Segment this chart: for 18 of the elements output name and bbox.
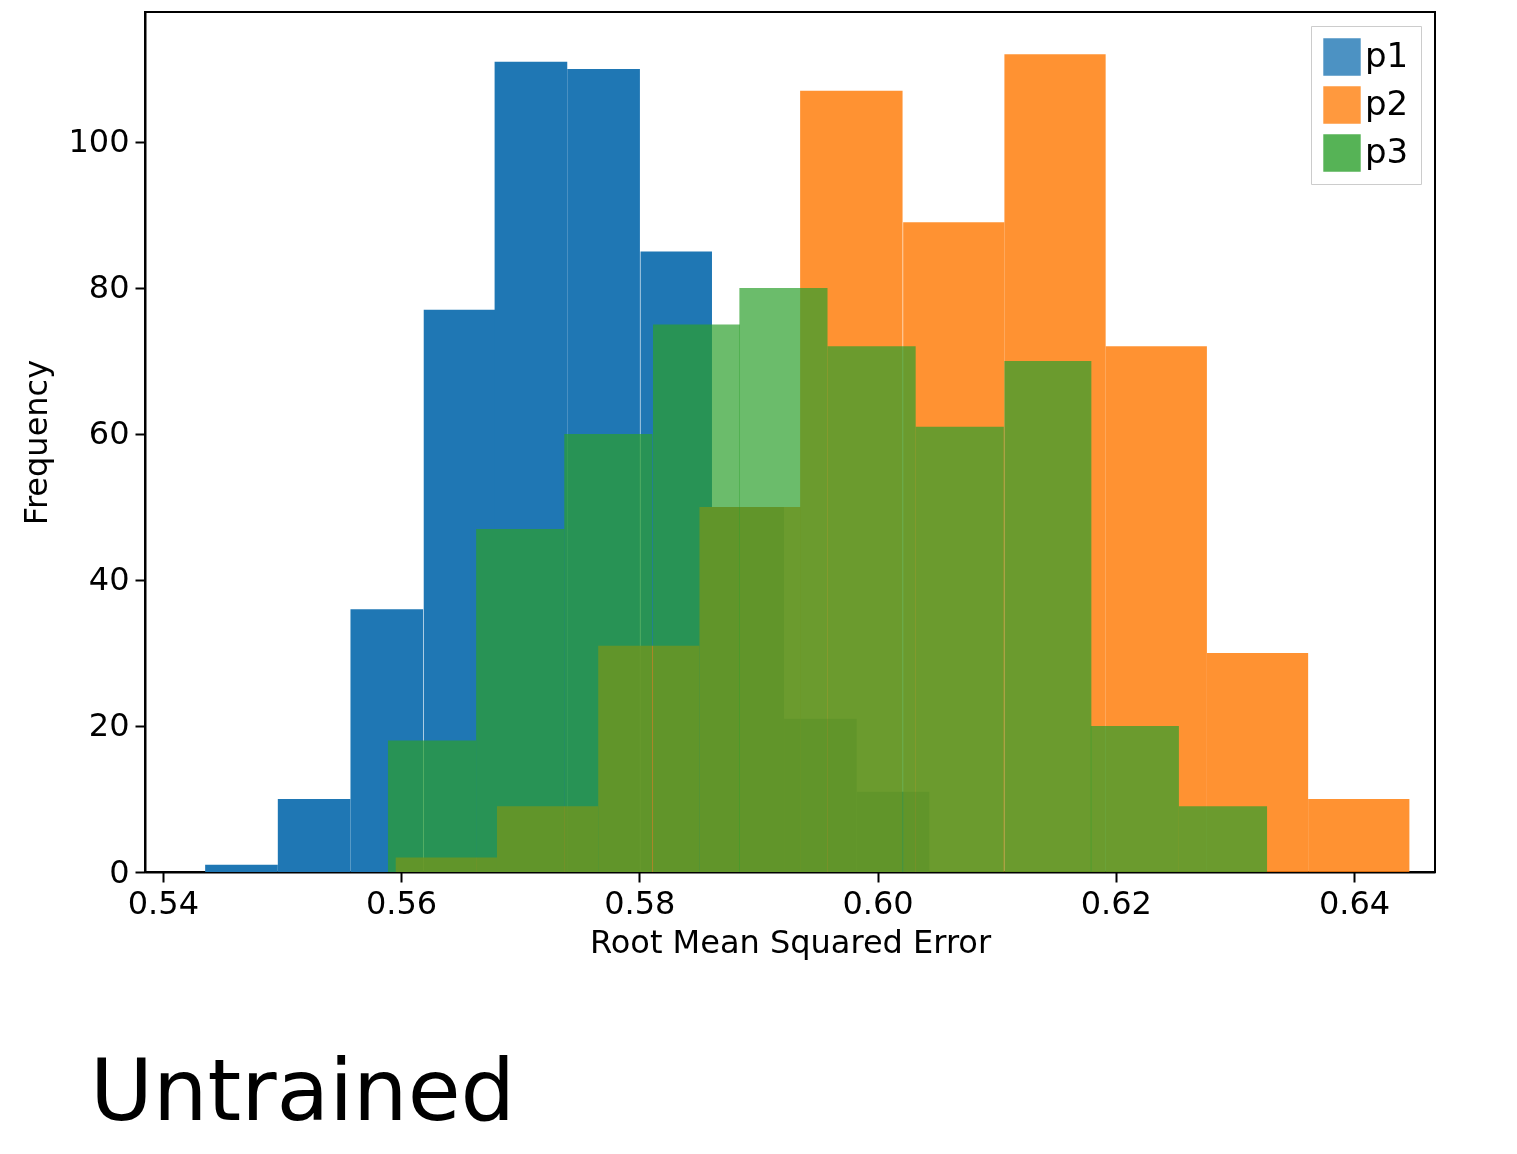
x-tick-label: 0.58 xyxy=(604,883,676,922)
y-tick-label: 0 xyxy=(109,852,130,891)
y-axis-title: Frequency xyxy=(17,359,56,526)
x-tick-label: 0.56 xyxy=(365,883,438,922)
y-tick-label: 80 xyxy=(88,268,130,307)
x-tick-label: 0.54 xyxy=(127,883,199,922)
legend-label: p2 xyxy=(1365,83,1409,123)
text: Untrained xyxy=(90,1040,516,1140)
y-tick-label: 60 xyxy=(88,414,130,453)
legend-label: p1 xyxy=(1365,35,1409,75)
x-axis-title: Root Mean Squared Error xyxy=(589,922,992,961)
y-tick-label: 40 xyxy=(88,560,130,599)
y-tick-label: 20 xyxy=(88,706,130,745)
x-tick-label: 0.60 xyxy=(842,883,914,922)
legend-label: p3 xyxy=(1365,131,1409,171)
x-tick-label: 0.64 xyxy=(1318,883,1391,922)
x-tick-label: 0.62 xyxy=(1080,883,1152,922)
y-tick-label: 100 xyxy=(68,122,130,161)
